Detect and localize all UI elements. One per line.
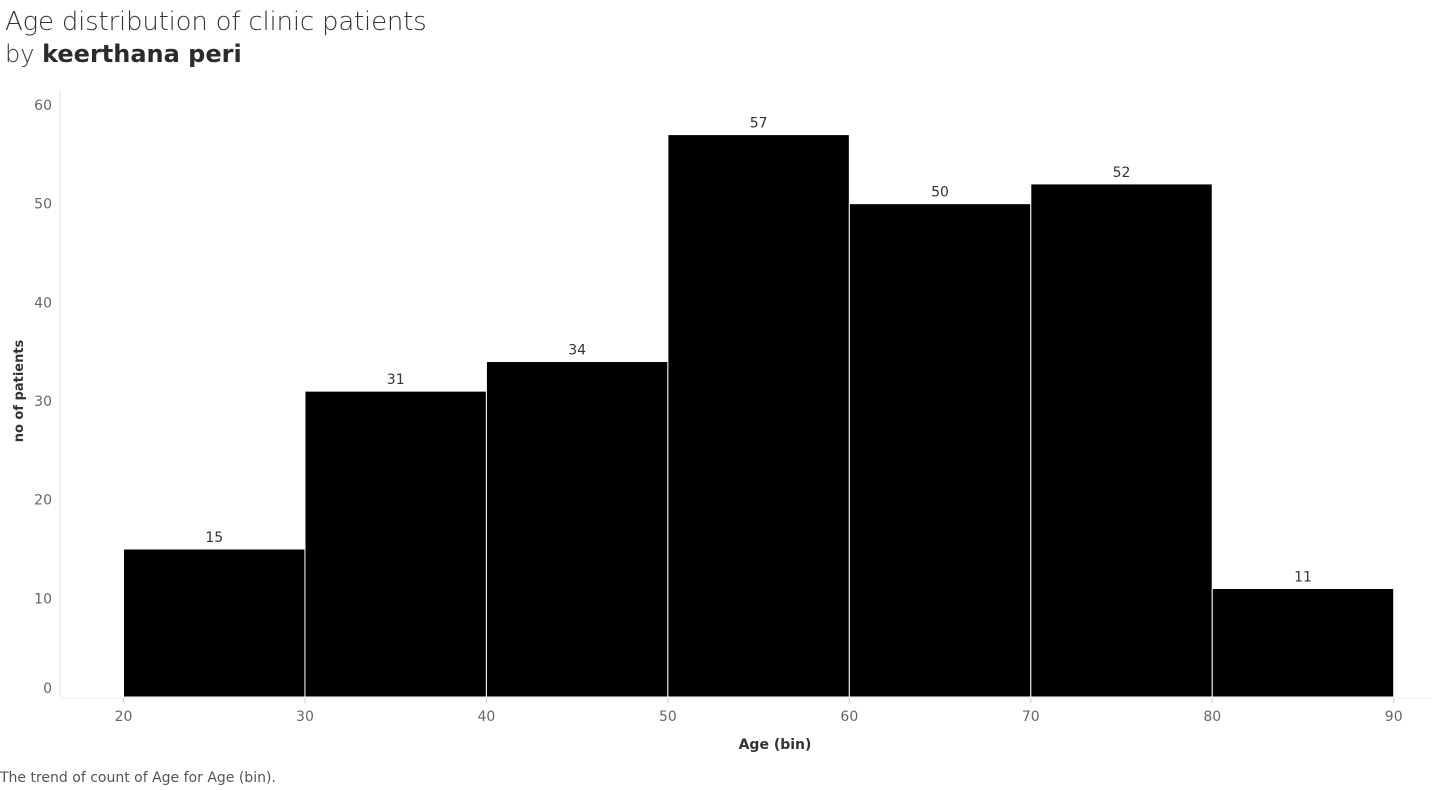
chart-title: Age distribution of clinic patients [5, 7, 427, 37]
y-tick-label: 50 [34, 197, 52, 213]
bar-40-50 [485, 361, 669, 698]
bar-50-60 [667, 134, 850, 698]
x-tick-label: 30 [296, 709, 314, 725]
x-tick-label: 50 [659, 709, 677, 725]
y-tick-label: 0 [43, 681, 52, 697]
y-axis-title: no of patients [12, 339, 27, 442]
y-tick-label: 60 [34, 98, 52, 114]
by-prefix: by [5, 39, 43, 68]
chart-caption: The trend of count of Age for Age (bin). [0, 770, 276, 786]
title-block: Age distribution of clinic patients by k… [5, 6, 427, 69]
y-tick-label: 40 [34, 295, 52, 311]
author-name: keerthana peri [42, 39, 242, 68]
x-tick-label: 90 [1385, 709, 1403, 725]
bar-value-label: 34 [568, 343, 586, 359]
bar-30-40 [304, 390, 487, 698]
y-tick-label: 30 [34, 394, 52, 410]
bar-value-label: 11 [1294, 569, 1312, 585]
bar-20-30 [123, 548, 306, 698]
y-tick-label: 10 [34, 591, 52, 607]
bar-70-80 [1030, 183, 1213, 698]
bar-value-label: 50 [931, 185, 949, 201]
x-tick-label: 20 [115, 709, 133, 725]
bar-value-label: 52 [1113, 165, 1131, 181]
bar-value-label: 57 [750, 116, 768, 132]
x-tick-label: 60 [840, 709, 858, 725]
bar-value-label: 31 [387, 372, 405, 388]
x-tick-label: 70 [1022, 709, 1040, 725]
bar-value-label: 15 [205, 530, 223, 546]
chart-subtitle: by keerthana peri [5, 39, 426, 69]
x-axis-title: Age (bin) [739, 737, 812, 753]
y-tick-label: 20 [34, 493, 52, 509]
bar-60-70 [848, 203, 1032, 698]
bar-80-90 [1211, 587, 1395, 698]
x-tick-label: 80 [1203, 709, 1221, 725]
x-tick-label: 40 [478, 709, 496, 725]
